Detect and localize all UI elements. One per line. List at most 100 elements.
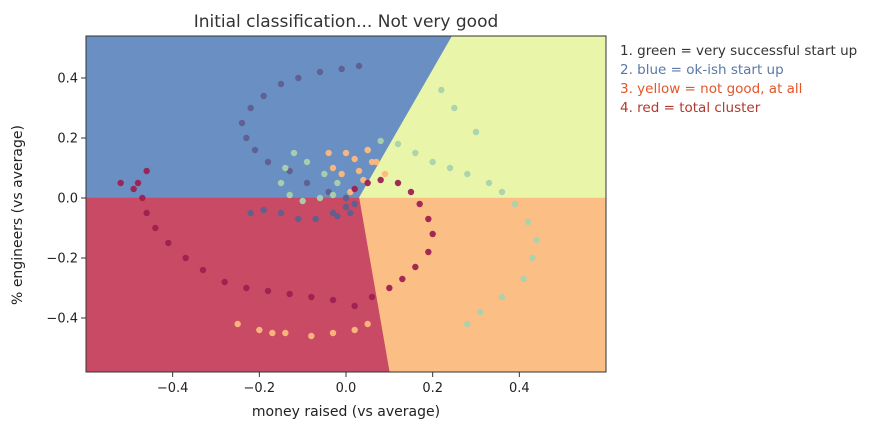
- data-point: [334, 212, 341, 220]
- data-point: [316, 68, 324, 76]
- data-point: [472, 128, 480, 136]
- data-point: [429, 158, 436, 166]
- x-tick-label: 0.0: [336, 381, 357, 396]
- data-point: [247, 209, 254, 217]
- data-point: [464, 320, 471, 328]
- data-point: [407, 188, 415, 196]
- data-point: [446, 164, 454, 172]
- data-point: [329, 296, 337, 304]
- data-point: [303, 179, 311, 187]
- data-point: [351, 155, 358, 163]
- data-point: [329, 329, 337, 337]
- decision-regions: [85, 35, 607, 373]
- data-point: [394, 179, 402, 187]
- data-point: [251, 146, 259, 154]
- data-point: [238, 119, 246, 127]
- data-point: [351, 200, 358, 208]
- data-point: [464, 170, 471, 178]
- legend-item-blue: 2. blue = ok-ish start up: [620, 62, 784, 78]
- data-point: [412, 263, 419, 271]
- data-point: [368, 158, 376, 166]
- data-point: [412, 149, 419, 157]
- x-tick-label: 0.2: [422, 381, 443, 396]
- data-point: [243, 284, 250, 292]
- legend-item-red: 4. red = total cluster: [620, 100, 761, 116]
- data-point: [485, 179, 493, 187]
- legend-item-yellow: 3. yellow = not good, at all: [620, 81, 803, 97]
- data-point: [429, 230, 436, 238]
- region-red: [85, 197, 390, 373]
- legend-item-green: 1. green = very successful start up: [620, 43, 858, 59]
- data-point: [264, 158, 272, 166]
- data-point: [221, 278, 228, 286]
- data-point: [498, 293, 506, 301]
- data-point: [256, 326, 263, 334]
- x-tick-label: −0.2: [244, 381, 276, 396]
- data-point: [377, 176, 384, 184]
- data-point: [347, 209, 354, 217]
- data-point: [286, 191, 293, 199]
- data-point: [290, 149, 298, 157]
- data-point: [524, 218, 532, 226]
- data-point: [533, 236, 540, 244]
- x-tick-label: −0.4: [157, 381, 189, 396]
- data-point: [520, 275, 527, 283]
- data-point: [425, 215, 432, 223]
- data-point: [477, 308, 484, 316]
- data-point: [269, 329, 276, 337]
- region-yellow: [358, 197, 607, 373]
- data-point: [364, 146, 371, 154]
- data-point: [394, 140, 402, 148]
- data-point: [282, 329, 289, 337]
- data-point: [425, 248, 432, 256]
- data-point: [381, 170, 389, 178]
- data-point: [312, 215, 319, 223]
- data-point: [277, 179, 285, 187]
- data-point: [295, 215, 302, 223]
- data-point: [386, 284, 393, 292]
- y-tick-label: 0.4: [57, 72, 78, 87]
- data-point: [338, 65, 345, 73]
- data-point: [334, 179, 341, 187]
- data-point: [377, 137, 384, 145]
- x-axis: −0.4 −0.2 0.0 0.2 0.4: [157, 372, 530, 396]
- data-point: [451, 104, 458, 112]
- legend: 1. green = very successful start up 2. b…: [620, 42, 870, 118]
- data-point: [316, 194, 324, 202]
- y-tick-label: −0.2: [46, 252, 78, 267]
- data-point: [165, 239, 172, 247]
- data-point: [351, 326, 358, 334]
- data-point: [342, 194, 350, 202]
- data-point: [243, 134, 250, 142]
- data-point: [355, 62, 363, 70]
- data-point: [139, 194, 146, 202]
- data-point: [303, 158, 311, 166]
- data-point: [364, 179, 371, 187]
- data-point: [282, 164, 289, 172]
- x-tick-label: 0.4: [509, 381, 530, 396]
- y-tick-label: 0.2: [57, 132, 78, 147]
- data-point: [529, 254, 536, 262]
- data-point: [338, 170, 345, 178]
- data-point: [438, 86, 445, 94]
- data-point: [329, 164, 337, 172]
- chart-title: Initial classification... Not very good: [194, 12, 499, 32]
- data-point: [117, 179, 124, 187]
- data-point: [511, 200, 519, 208]
- data-point: [295, 74, 302, 82]
- data-point: [342, 203, 350, 211]
- data-point: [134, 179, 142, 187]
- data-point: [355, 167, 363, 175]
- data-point: [416, 200, 423, 208]
- data-points: [117, 62, 540, 340]
- data-point: [277, 80, 285, 88]
- data-point: [130, 185, 137, 193]
- data-point: [260, 206, 267, 214]
- y-tick-label: 0.0: [57, 192, 78, 207]
- data-point: [299, 197, 306, 205]
- data-point: [321, 170, 328, 178]
- data-point: [286, 290, 293, 298]
- data-point: [329, 191, 337, 199]
- data-point: [260, 92, 267, 100]
